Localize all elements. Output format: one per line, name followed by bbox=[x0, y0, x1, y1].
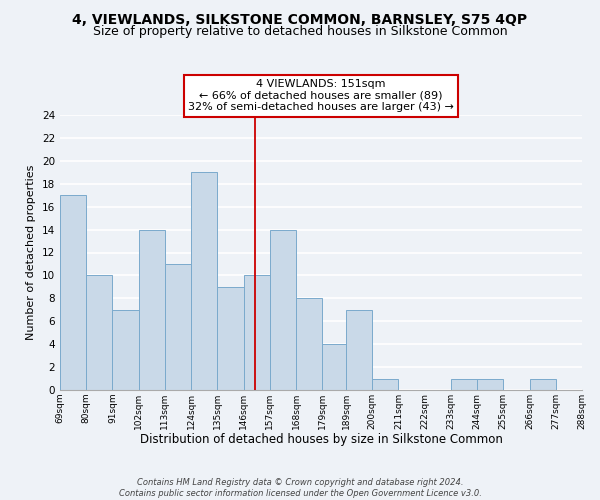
Bar bbox=[191, 172, 217, 390]
Bar bbox=[270, 230, 296, 390]
Bar bbox=[530, 378, 556, 390]
Y-axis label: Number of detached properties: Number of detached properties bbox=[26, 165, 37, 340]
Text: Size of property relative to detached houses in Silkstone Common: Size of property relative to detached ho… bbox=[92, 25, 508, 38]
Bar bbox=[112, 310, 139, 390]
Text: 4 VIEWLANDS: 151sqm
← 66% of detached houses are smaller (89)
32% of semi-detach: 4 VIEWLANDS: 151sqm ← 66% of detached ho… bbox=[188, 79, 454, 112]
Text: Distribution of detached houses by size in Silkstone Common: Distribution of detached houses by size … bbox=[140, 432, 502, 446]
Bar bbox=[217, 287, 244, 390]
Bar bbox=[451, 378, 477, 390]
Bar bbox=[86, 276, 112, 390]
Bar bbox=[372, 378, 398, 390]
Bar bbox=[322, 344, 346, 390]
Bar bbox=[244, 276, 270, 390]
Bar bbox=[165, 264, 191, 390]
Bar bbox=[346, 310, 372, 390]
Text: 4, VIEWLANDS, SILKSTONE COMMON, BARNSLEY, S75 4QP: 4, VIEWLANDS, SILKSTONE COMMON, BARNSLEY… bbox=[73, 12, 527, 26]
Bar bbox=[296, 298, 322, 390]
Bar bbox=[139, 230, 165, 390]
Bar bbox=[60, 195, 86, 390]
Bar bbox=[477, 378, 503, 390]
Text: Contains HM Land Registry data © Crown copyright and database right 2024.
Contai: Contains HM Land Registry data © Crown c… bbox=[119, 478, 481, 498]
